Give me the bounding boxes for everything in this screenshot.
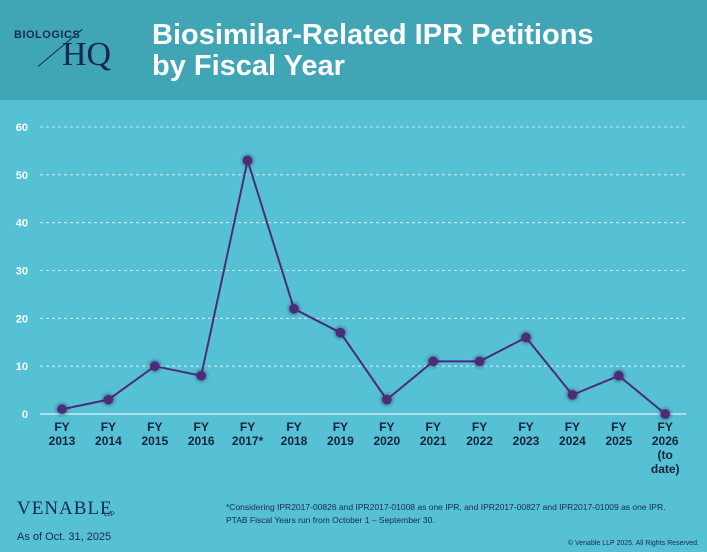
venable-logo-llp: LLP bbox=[104, 512, 115, 518]
header-banner: BIOLOGICS HQ Biosimilar-Related IPR Peti… bbox=[0, 0, 707, 100]
series-line-group bbox=[61, 156, 666, 415]
data-point-4 bbox=[242, 155, 253, 166]
y-tick-label-40: 40 bbox=[16, 218, 28, 230]
chart-title: Biosimilar-Related IPR Petitions by Fisc… bbox=[152, 20, 672, 82]
x-tick-label-4: FY 2017* bbox=[232, 420, 264, 448]
y-tick-label-60: 60 bbox=[16, 122, 28, 134]
data-point-9 bbox=[474, 356, 485, 367]
gridlines bbox=[40, 126, 686, 367]
x-tick-label-7: FY 2020 bbox=[373, 420, 400, 448]
data-point-11 bbox=[567, 390, 578, 400]
x-tick-label-12: FY 2025 bbox=[605, 420, 632, 448]
x-tick-label-8: FY 2021 bbox=[420, 420, 447, 448]
footnote: *Considering IPR2017-00826 and IPR2017-0… bbox=[226, 501, 696, 527]
logo-hq-text: HQ bbox=[62, 36, 112, 73]
data-point-3 bbox=[196, 370, 206, 381]
x-tick-label-11: FY 2024 bbox=[559, 420, 586, 448]
as-of-date: As of Oct. 31, 2025 bbox=[17, 531, 112, 543]
x-tick-label-10: FY 2023 bbox=[513, 420, 540, 448]
y-tick-label-30: 30 bbox=[16, 266, 28, 278]
data-point-13 bbox=[660, 409, 670, 419]
data-point-6 bbox=[335, 327, 346, 338]
data-point-7 bbox=[382, 394, 392, 405]
data-point-8 bbox=[428, 356, 439, 367]
y-tick-label-10: 10 bbox=[16, 361, 28, 373]
data-point-10 bbox=[521, 332, 531, 343]
series-markers bbox=[56, 154, 672, 420]
chart-title-line-2: by Fiscal Year bbox=[152, 50, 345, 82]
x-tick-label-1: FY 2014 bbox=[95, 420, 122, 448]
data-point-0 bbox=[57, 404, 67, 415]
x-tick-label-6: FY 2019 bbox=[327, 420, 354, 448]
x-tick-label-3: FY 2016 bbox=[188, 420, 215, 448]
logo-biologics-text: BIOLOGICS bbox=[14, 29, 81, 41]
data-point-1 bbox=[103, 394, 114, 405]
y-axis: 0 10 20 30 40 50 60 bbox=[16, 122, 686, 421]
data-point-5 bbox=[289, 303, 299, 314]
x-tick-label-13: FY 2026 (to date) bbox=[651, 420, 680, 476]
x-tick-label-2: FY 2015 bbox=[141, 420, 168, 448]
data-point-12 bbox=[614, 370, 624, 381]
series-line bbox=[61, 156, 666, 415]
venable-logo-text: VENABLE bbox=[17, 498, 113, 519]
x-tick-label-5: FY 2018 bbox=[281, 420, 308, 448]
y-tick-label-50: 50 bbox=[16, 170, 28, 182]
footnote-line-1: *Considering IPR2017-00826 and IPR2017-0… bbox=[226, 502, 666, 512]
y-tick-label-0: 0 bbox=[22, 409, 28, 421]
y-tick-label-20: 20 bbox=[16, 313, 28, 325]
copyright-notice: © Venable LLP 2025. All Rights Reserved. bbox=[567, 540, 699, 547]
footnote-line-2: PTAB Fiscal Years run from October 1 – S… bbox=[226, 515, 435, 525]
x-tick-label-0: FY 2013 bbox=[49, 420, 76, 448]
x-axis: FY 2013 FY 2014 FY 2015 FY 2016 FY 2017* FY 2018 FY 2… bbox=[49, 420, 680, 476]
data-point-2 bbox=[150, 361, 160, 371]
x-tick-label-9: FY 2022 bbox=[466, 420, 493, 448]
chart-title-line-1: Biosimilar-Related IPR Petitions bbox=[152, 19, 594, 51]
